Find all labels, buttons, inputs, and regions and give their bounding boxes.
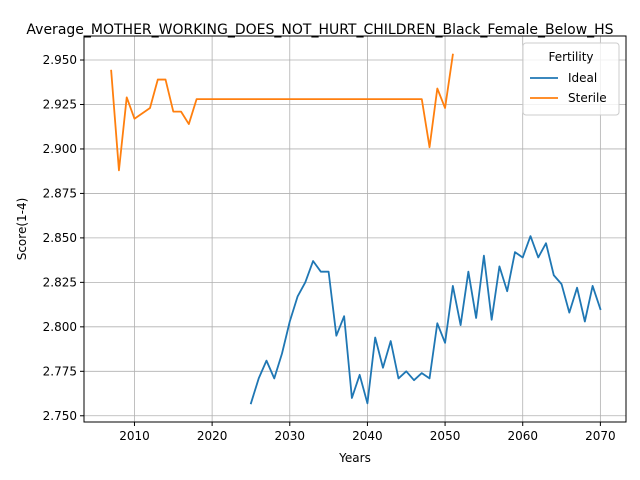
legend-label-ideal: Ideal xyxy=(568,71,597,85)
x-axis-label: Years xyxy=(338,451,371,465)
legend-title: Fertility xyxy=(548,50,593,64)
y-axis-label: Score(1-4) xyxy=(15,198,29,261)
legend-box xyxy=(522,42,620,116)
y-tick-label: 2.775 xyxy=(43,364,77,378)
legend: Fertility Ideal Sterile xyxy=(522,42,620,116)
x-axis-ticks: 2010 2020 2030 2040 2050 2060 2070 xyxy=(119,422,616,443)
chart-title: Average_MOTHER_WORKING_DOES_NOT_HURT_CHI… xyxy=(26,22,613,38)
y-tick-label: 2.925 xyxy=(43,97,77,111)
series-line-sterile xyxy=(110,53,454,172)
series-line-ideal xyxy=(249,235,602,405)
x-tick-label: 2060 xyxy=(507,429,538,443)
y-tick-label: 2.750 xyxy=(43,409,77,423)
x-tick-label: 2050 xyxy=(430,429,461,443)
x-tick-label: 2010 xyxy=(119,429,150,443)
grid xyxy=(84,36,626,422)
y-tick-label: 2.825 xyxy=(43,275,77,289)
y-tick-label: 2.900 xyxy=(43,142,77,156)
x-tick-label: 2040 xyxy=(352,429,383,443)
x-tick-label: 2030 xyxy=(275,429,306,443)
y-axis-ticks: 2.750 2.775 2.800 2.825 2.850 2.875 2.900 2.925… xyxy=(43,53,84,423)
legend-label-sterile: Sterile xyxy=(568,91,607,105)
plot-frame xyxy=(83,35,627,423)
y-tick-label: 2.850 xyxy=(43,231,77,245)
y-tick-label: 2.800 xyxy=(43,320,77,334)
y-tick-label: 2.875 xyxy=(43,186,77,200)
series-layer xyxy=(110,53,602,405)
x-tick-label: 2070 xyxy=(585,429,616,443)
x-tick-label: 2020 xyxy=(197,429,228,443)
y-tick-label: 2.950 xyxy=(43,53,77,67)
